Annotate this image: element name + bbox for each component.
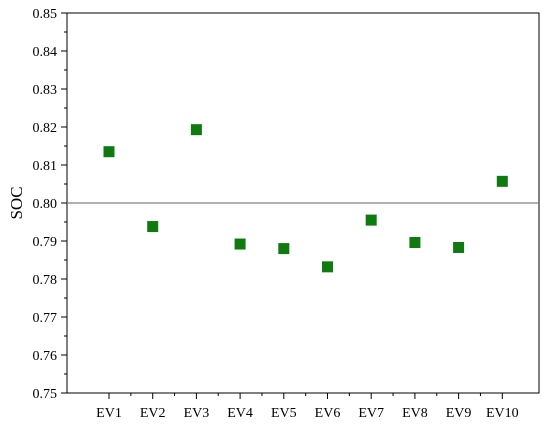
- x-tick-label: EV4: [227, 406, 253, 421]
- y-axis-title: SOC: [7, 186, 26, 219]
- data-points: [103, 124, 508, 273]
- data-point: [147, 221, 159, 233]
- y-axis: 0.75 0.76 0.77 0.78 0.79 0.80 0.81 0.82 0.83 0.84…: [33, 7, 67, 402]
- y-tick-label: 0.83: [33, 83, 58, 98]
- data-point: [496, 175, 508, 187]
- x-tick-label: EV9: [446, 406, 472, 421]
- x-tick-label: EV5: [271, 406, 297, 421]
- x-tick-label: EV10: [486, 406, 519, 421]
- data-point: [453, 241, 465, 253]
- y-tick-label: 0.84: [33, 45, 58, 60]
- data-point: [409, 237, 421, 249]
- data-point: [103, 146, 115, 158]
- x-tick-label: EV1: [96, 406, 122, 421]
- data-point: [322, 261, 333, 273]
- data-point: [234, 238, 246, 250]
- x-axis: EV1 EV2 EV3 EV4 EV5 EV6 EV7 EV8 EV9 EV10: [96, 393, 519, 421]
- x-tick-label: EV2: [140, 406, 166, 421]
- x-tick-label: EV6: [315, 406, 341, 421]
- y-tick-label: 0.85: [33, 7, 58, 22]
- y-tick-label: 0.75: [33, 387, 58, 402]
- x-tick-label: EV8: [402, 406, 428, 421]
- data-point: [190, 124, 202, 136]
- y-tick-label: 0.80: [33, 197, 58, 212]
- x-tick-label: EV3: [184, 406, 210, 421]
- x-tick-label: EV7: [358, 406, 384, 421]
- data-point: [365, 214, 377, 226]
- y-tick-label: 0.82: [33, 121, 58, 136]
- y-tick-label: 0.79: [33, 235, 58, 250]
- y-tick-label: 0.77: [33, 311, 58, 326]
- y-tick-label: 0.78: [33, 273, 58, 288]
- y-tick-label: 0.81: [33, 159, 58, 174]
- y-tick-label: 0.76: [33, 349, 58, 364]
- data-point: [278, 243, 290, 255]
